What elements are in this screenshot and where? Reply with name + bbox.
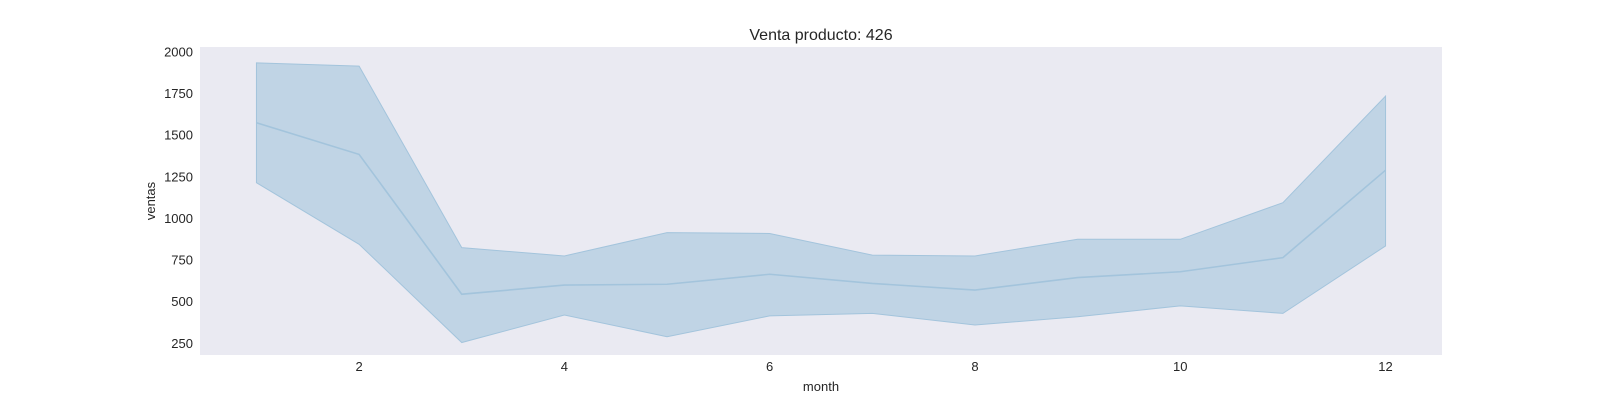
x-tick-label: 6: [766, 359, 773, 374]
y-tick-label: 750: [171, 253, 193, 268]
y-tick-label: 250: [171, 336, 193, 351]
y-tick-label: 2000: [164, 44, 193, 59]
y-tick-label: 1250: [164, 169, 193, 184]
confidence-band-layer: [255, 62, 1387, 344]
confidence-band: [255, 62, 1387, 344]
x-tick-label: 8: [971, 359, 978, 374]
x-axis-label: month: [803, 379, 839, 394]
x-tick-labels: 2 4 6 8 10 12: [355, 359, 1392, 374]
x-tick-label: 4: [561, 359, 568, 374]
y-axis-label: ventas: [143, 181, 158, 220]
y-tick-label: 1000: [164, 211, 193, 226]
chart-title: Venta producto: 426: [749, 27, 892, 44]
y-tick-label: 1500: [164, 128, 193, 143]
y-tick-label: 500: [171, 294, 193, 309]
x-tick-label: 12: [1378, 359, 1392, 374]
y-tick-label: 1750: [164, 86, 193, 101]
x-tick-label: 10: [1173, 359, 1187, 374]
series-line-layer: [256, 121, 1387, 296]
x-tick-label: 2: [355, 359, 362, 374]
series-line: [256, 121, 1387, 296]
y-tick-labels: 250 500 750 1000 1250 1500 1750 2000: [164, 44, 193, 350]
